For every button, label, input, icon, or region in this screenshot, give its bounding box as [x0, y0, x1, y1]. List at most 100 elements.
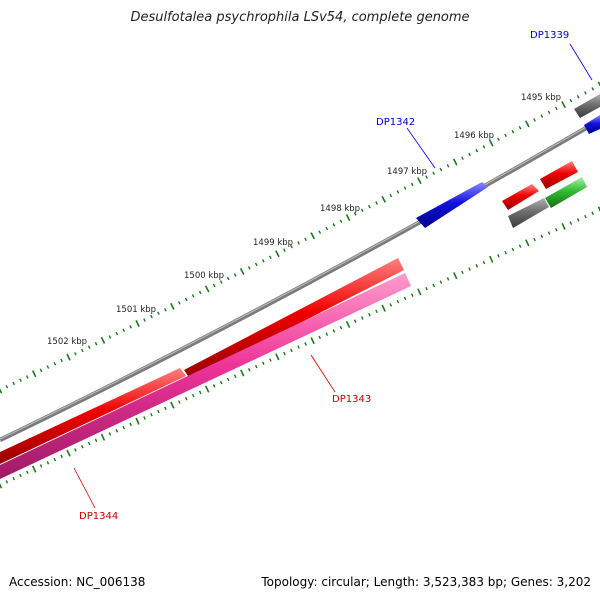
- minor-tick: [432, 171, 436, 176]
- minor-tick: [129, 422, 132, 427]
- minor-tick: [332, 223, 336, 227]
- minor-tick: [94, 341, 98, 346]
- minor-tick: [80, 444, 84, 449]
- gene-dp1344[interactable]: [0, 273, 411, 479]
- major-tick: [204, 285, 210, 293]
- major-tick: [381, 304, 386, 312]
- major-tick: [66, 449, 71, 457]
- minor-tick: [226, 276, 230, 281]
- major-tick: [275, 353, 280, 361]
- minor-tick: [468, 152, 471, 157]
- genome-stats-text: Topology: circular; Length: 3,523,383 bp…: [261, 575, 591, 589]
- minor-tick: [122, 425, 126, 430]
- major-tick: [453, 272, 458, 280]
- gene-green[interactable]: [545, 177, 587, 208]
- minor-tick: [26, 470, 29, 474]
- minor-tick: [261, 259, 265, 263]
- minor-tick: [518, 244, 522, 248]
- minor-tick: [410, 293, 414, 297]
- minor-tick: [339, 219, 343, 224]
- minor-tick: [12, 476, 15, 481]
- minor-tick: [108, 432, 112, 436]
- minor-tick: [247, 266, 251, 270]
- genome-backbone-highlight: [0, 118, 600, 440]
- minor-tick: [268, 255, 272, 260]
- minor-tick: [353, 319, 357, 323]
- minor-tick: [475, 264, 479, 268]
- tick-label: 1498 kbp: [320, 204, 360, 214]
- minor-tick: [261, 361, 265, 366]
- gene-red-small-a[interactable]: [502, 184, 539, 210]
- minor-tick: [297, 241, 300, 245]
- minor-tick: [283, 351, 286, 356]
- major-tick: [345, 320, 351, 328]
- minor-tick: [547, 110, 551, 115]
- minor-tick: [569, 221, 573, 225]
- major-tick: [525, 239, 530, 247]
- minor-tick: [198, 390, 202, 395]
- minor-tick: [129, 325, 133, 329]
- minor-tick: [212, 283, 216, 288]
- minor-tick: [547, 231, 551, 235]
- gene-dp1342[interactable]: [416, 182, 488, 228]
- minor-tick: [46, 460, 50, 465]
- gene-labels: DP1339 DP1342 DP1343 DP1344: [79, 30, 569, 522]
- minor-tick: [368, 204, 371, 209]
- minor-tick: [332, 329, 336, 333]
- minor-tick: [19, 378, 22, 383]
- tick-label: 1496 kbp: [454, 131, 494, 141]
- gene-gray-small[interactable]: [508, 198, 549, 228]
- minor-tick: [60, 454, 63, 459]
- minor-tick: [375, 309, 378, 314]
- gene-label-dp1339[interactable]: DP1339: [530, 30, 569, 41]
- minor-tick: [157, 409, 160, 414]
- gene-red-small-b[interactable]: [540, 161, 578, 189]
- major-tick: [31, 465, 37, 473]
- minor-tick: [122, 328, 126, 333]
- minor-tick: [569, 98, 573, 103]
- minor-tick: [584, 214, 587, 219]
- minor-tick: [39, 368, 43, 373]
- minor-tick: [115, 429, 119, 433]
- minor-tick: [12, 381, 15, 386]
- major-tick: [310, 232, 316, 240]
- minor-tick: [60, 358, 63, 363]
- minor-tick: [325, 332, 329, 336]
- minor-tick: [504, 250, 507, 255]
- minor-tick: [108, 335, 112, 339]
- minor-tick: [318, 230, 322, 234]
- minor-tick: [233, 374, 237, 378]
- minor-tick: [339, 325, 343, 330]
- gene-blue-edge[interactable]: [584, 115, 600, 134]
- accession-text: Accession: NC_006138: [9, 575, 146, 589]
- minor-tick: [150, 413, 153, 417]
- gene-dp1343-segment-b[interactable]: [184, 258, 404, 379]
- major-tick: [417, 288, 422, 296]
- minor-tick: [475, 148, 479, 153]
- major-tick: [345, 214, 351, 222]
- minor-tick: [191, 294, 195, 298]
- minor-tick: [269, 358, 272, 362]
- minor-tick: [555, 228, 558, 232]
- minor-tick: [290, 244, 293, 249]
- minor-tick: [389, 193, 393, 198]
- gene-label-dp1344[interactable]: DP1344: [79, 511, 118, 522]
- minor-tick: [396, 190, 400, 194]
- gene-label-dp1342[interactable]: DP1342: [376, 117, 415, 128]
- minor-tick: [53, 361, 57, 366]
- minor-tick: [504, 133, 508, 138]
- gene-label-dp1343[interactable]: DP1343: [332, 394, 371, 405]
- minor-tick: [74, 448, 77, 452]
- minor-tick: [177, 400, 181, 404]
- major-tick: [452, 158, 458, 166]
- major-tick: [135, 417, 140, 425]
- minor-tick: [410, 182, 414, 187]
- gene-dp1339[interactable]: [574, 94, 600, 118]
- minor-tick: [39, 464, 43, 468]
- minor-tick: [177, 301, 181, 305]
- gene-dp1343-segment-a[interactable]: [0, 368, 186, 464]
- leader-dp1343: [310, 354, 336, 393]
- major-tick: [66, 353, 71, 361]
- major-tick: [100, 433, 106, 441]
